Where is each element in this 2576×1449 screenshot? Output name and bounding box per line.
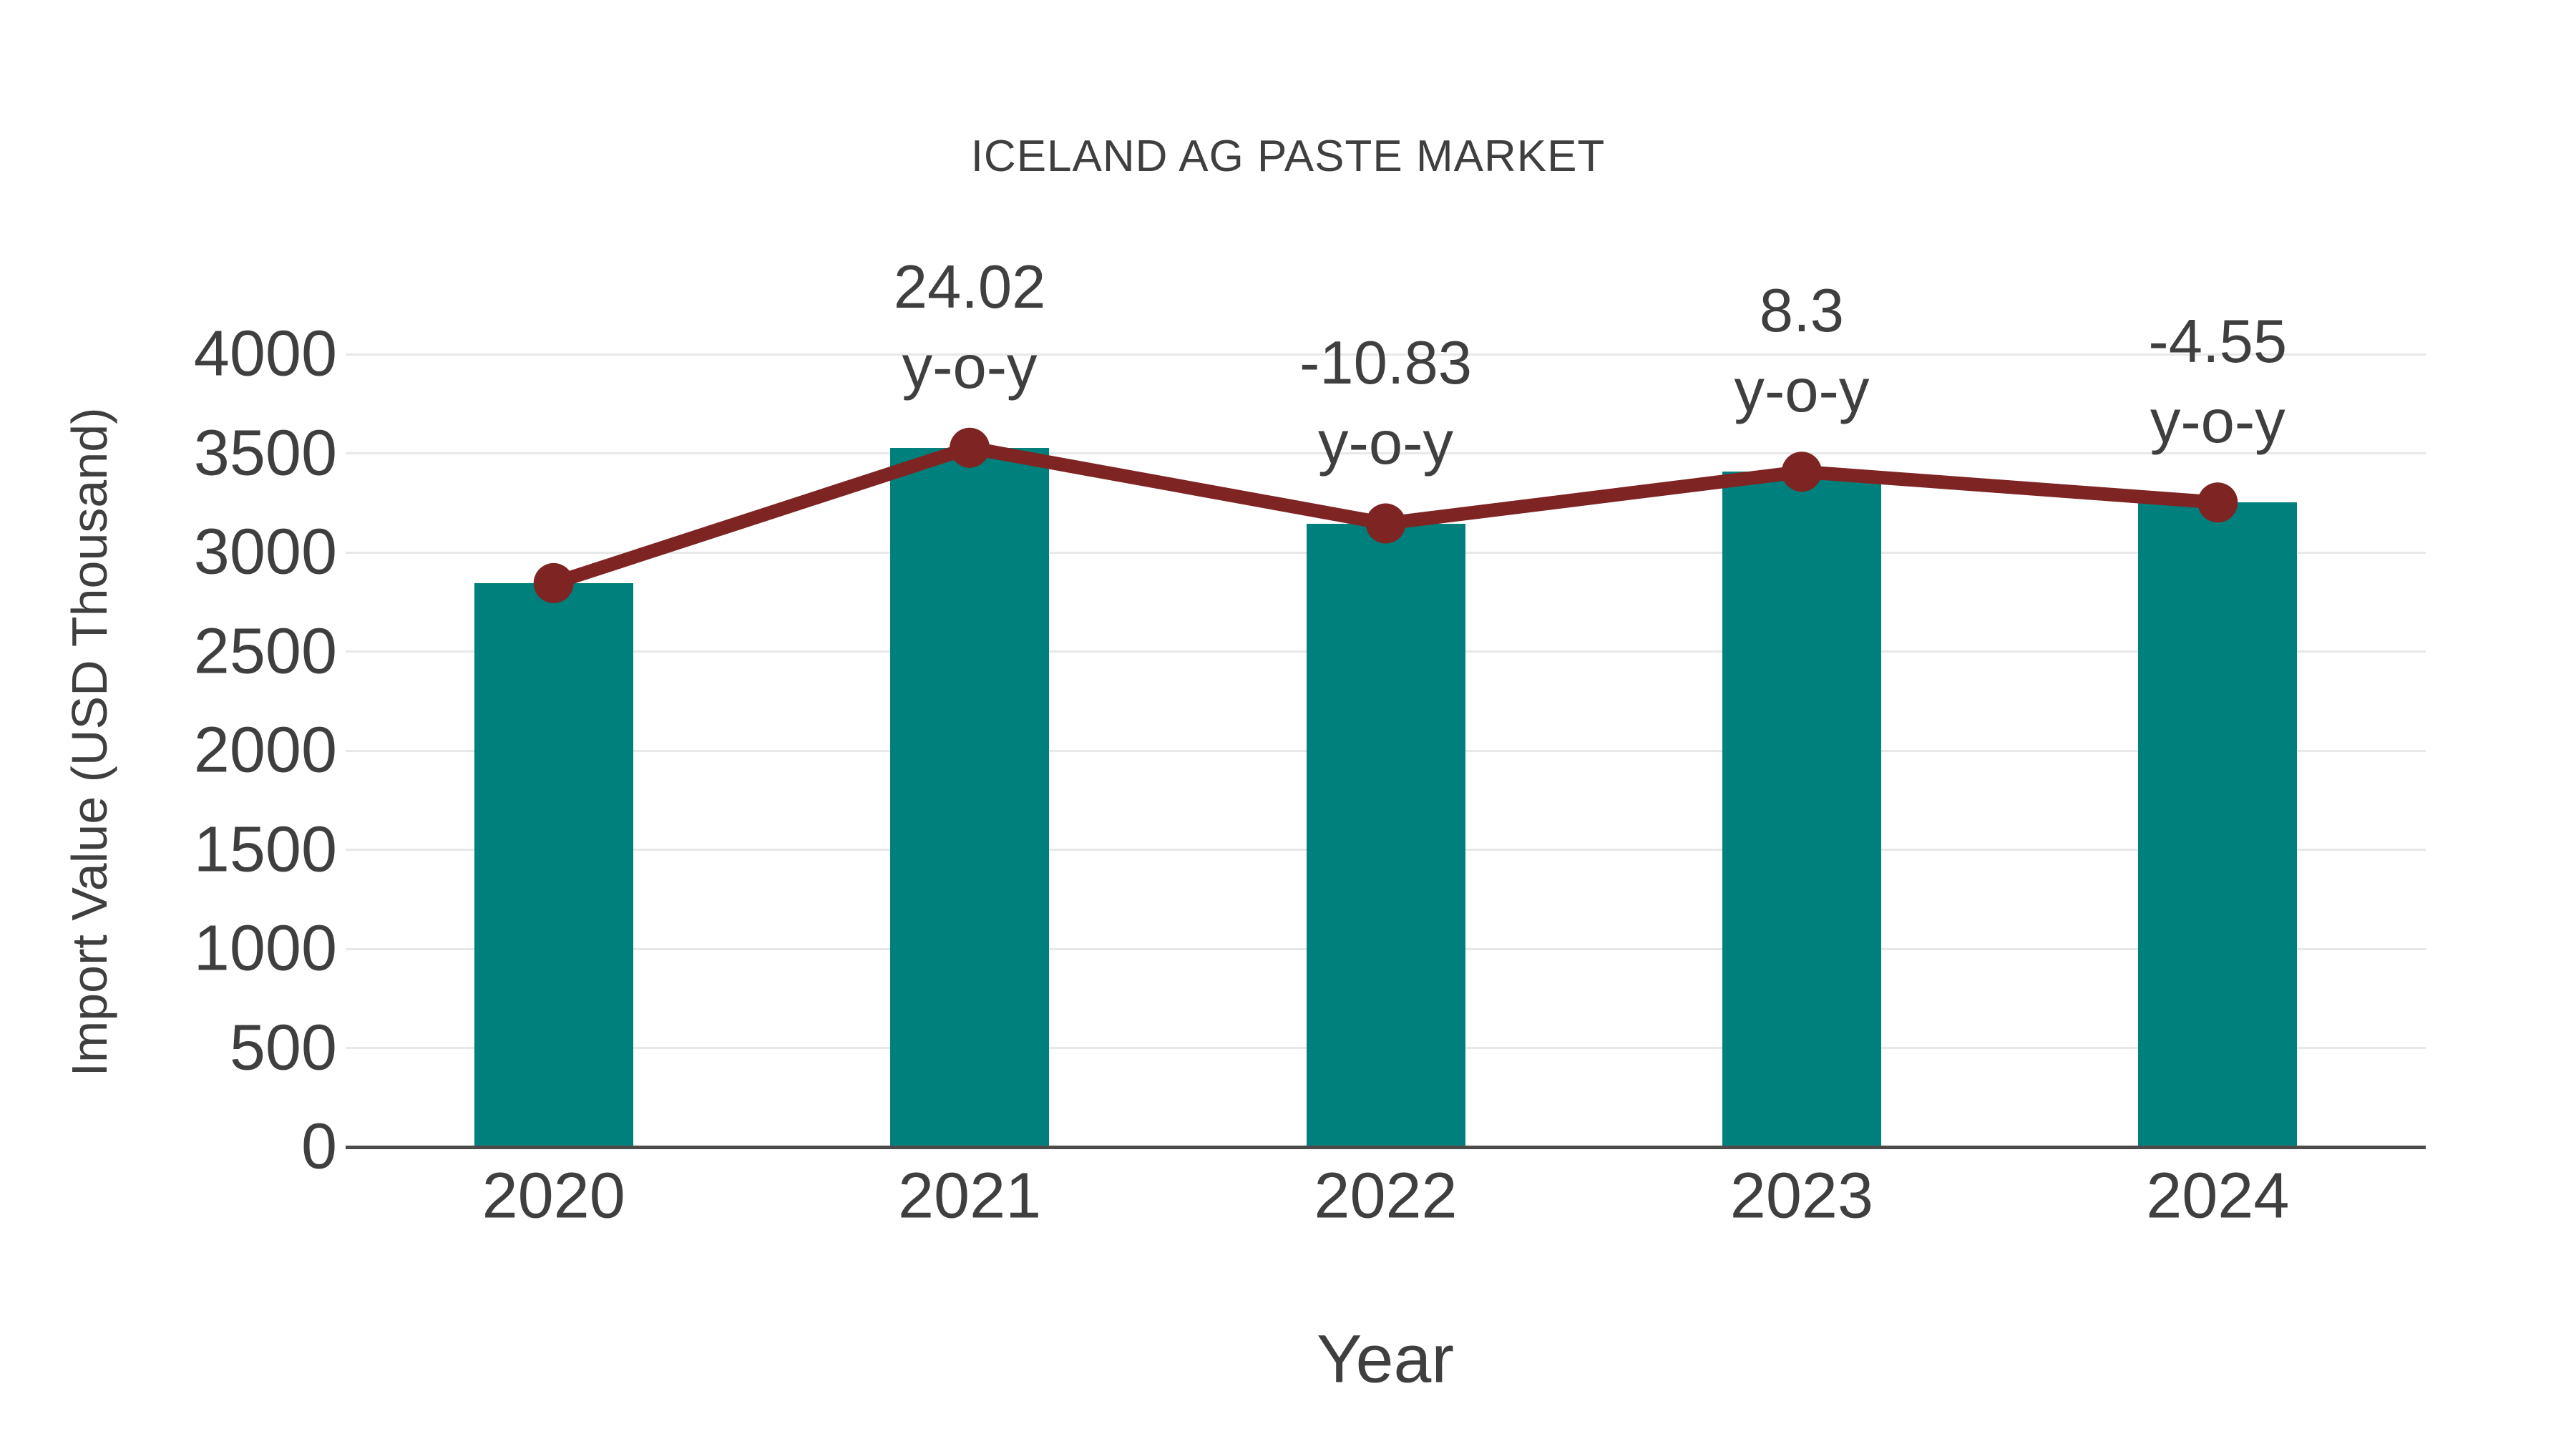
yoy-suffix-2021: y-o-y: [902, 333, 1038, 401]
trend-marker-2020: [533, 562, 574, 603]
bar-2021: [890, 447, 1050, 1147]
x-tick-label-2023: 2023: [1729, 1160, 1873, 1232]
x-axis-line: [346, 1146, 2426, 1149]
y-tick-label: 2000: [193, 714, 337, 786]
y-tick-label: 3500: [193, 417, 337, 489]
yoy-suffix-2023: y-o-y: [1734, 357, 1870, 426]
bar-2022: [1306, 523, 1465, 1147]
y-tick-label: 0: [301, 1111, 337, 1183]
y-tick-label: 1500: [193, 814, 337, 885]
x-tick-label-2021: 2021: [897, 1160, 1042, 1232]
yoy-value-2022: -10.83: [1299, 328, 1473, 397]
y-tick-label: 2500: [193, 615, 337, 687]
trend-marker-2022: [1365, 503, 1406, 544]
y-tick-label: 500: [229, 1012, 337, 1083]
x-tick-label-2022: 2022: [1314, 1160, 1458, 1232]
y-tick-label: 1000: [193, 912, 337, 985]
yoy-value-2024: -4.55: [2148, 308, 2288, 376]
trend-marker-2021: [950, 427, 990, 468]
yoy-suffix-2024: y-o-y: [2150, 388, 2285, 457]
trend-marker-2024: [2197, 482, 2238, 523]
chart-title: ICELAND AG PASTE MARKET: [970, 132, 1606, 181]
bar-2023: [1722, 472, 1881, 1147]
gridline: [346, 353, 2426, 356]
x-tick-label-2020: 2020: [482, 1160, 625, 1232]
yoy-value-2021: 24.02: [893, 253, 1046, 321]
bar-2024: [2138, 502, 2298, 1147]
y-tick-label: 4000: [193, 318, 337, 390]
trend-marker-2023: [1781, 452, 1822, 492]
x-axis-title: Year: [1317, 1321, 1454, 1397]
y-tick-label: 3000: [193, 516, 337, 588]
x-tick-label-2024: 2024: [2146, 1160, 2290, 1232]
yoy-value-2023: 8.3: [1759, 277, 1844, 346]
yoy-suffix-2022: y-o-y: [1318, 409, 1453, 477]
gridline: [346, 452, 2426, 454]
bar-2020: [474, 582, 633, 1147]
